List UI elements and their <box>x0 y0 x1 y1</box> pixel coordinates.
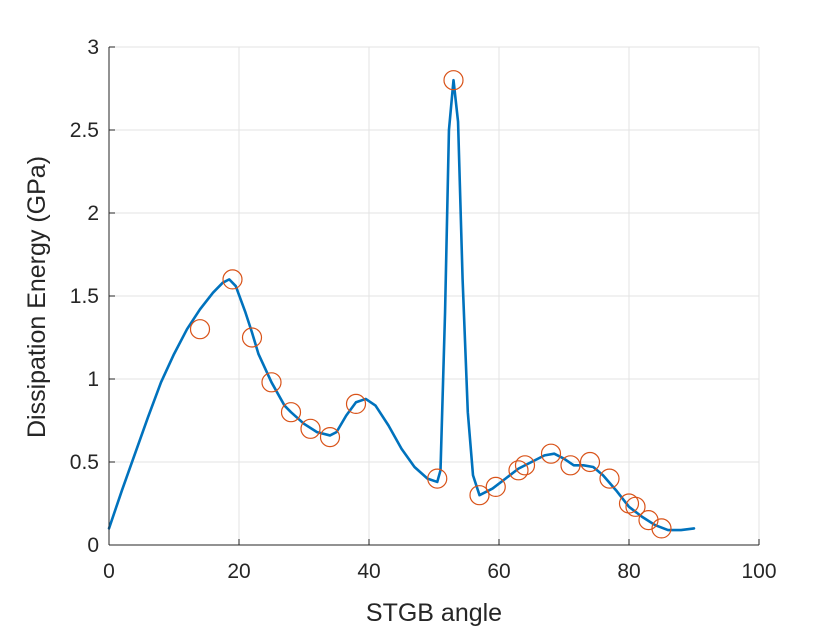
scatter-point-19 <box>625 496 646 517</box>
y-ticks: 0 0.5 1 1.5 2 2.5 3 <box>70 36 115 557</box>
scatter-point-10 <box>469 485 490 506</box>
scatter-point-16 <box>579 451 601 473</box>
scatter-point-11 <box>485 476 506 497</box>
y-tick-label-5: 2.5 <box>70 119 99 142</box>
scatter-point-0 <box>189 319 211 340</box>
scatter-point-9 <box>443 70 464 91</box>
x-tick-label-1: 20 <box>227 560 250 583</box>
scatter-point-12 <box>508 460 529 481</box>
series-line <box>107 78 696 532</box>
scatter-point-17 <box>599 468 620 489</box>
x-tick-label-4: 80 <box>617 560 640 583</box>
series-layer <box>107 70 696 539</box>
scatter-point-21 <box>651 518 672 539</box>
scatter-point-7 <box>345 393 367 414</box>
y-tick-label-1: 0.5 <box>70 451 99 474</box>
scatter-point-15 <box>560 455 581 476</box>
x-tick-label-3: 60 <box>487 560 510 583</box>
scatter-point-8 <box>427 468 448 489</box>
scatter-point-1 <box>222 269 243 290</box>
y-tick-label-0: 0 <box>87 534 99 557</box>
scatter-point-3 <box>261 372 282 393</box>
y-tick-label-6: 3 <box>87 36 99 59</box>
y-axis-label: Dissipation Energy (GPa) <box>23 156 51 438</box>
x-tick-label-2: 40 <box>357 560 380 583</box>
scatter-point-6 <box>319 427 341 448</box>
scatter-point-14 <box>540 443 562 464</box>
y-tick-label-3: 1.5 <box>70 285 99 308</box>
y-tick-label-2: 1 <box>87 368 99 391</box>
scatter-point-2 <box>241 327 263 348</box>
scatter-point-4 <box>280 402 302 423</box>
scatter-point-5 <box>300 418 321 439</box>
x-axis-label: STGB angle <box>366 599 502 627</box>
scatter-point-13 <box>514 455 536 476</box>
x-tick-label-0: 0 <box>103 560 115 583</box>
x-tick-label-5: 100 <box>741 560 776 583</box>
x-ticks: 0 20 40 60 80 100 <box>103 539 777 583</box>
y-tick-label-4: 2 <box>87 202 99 225</box>
